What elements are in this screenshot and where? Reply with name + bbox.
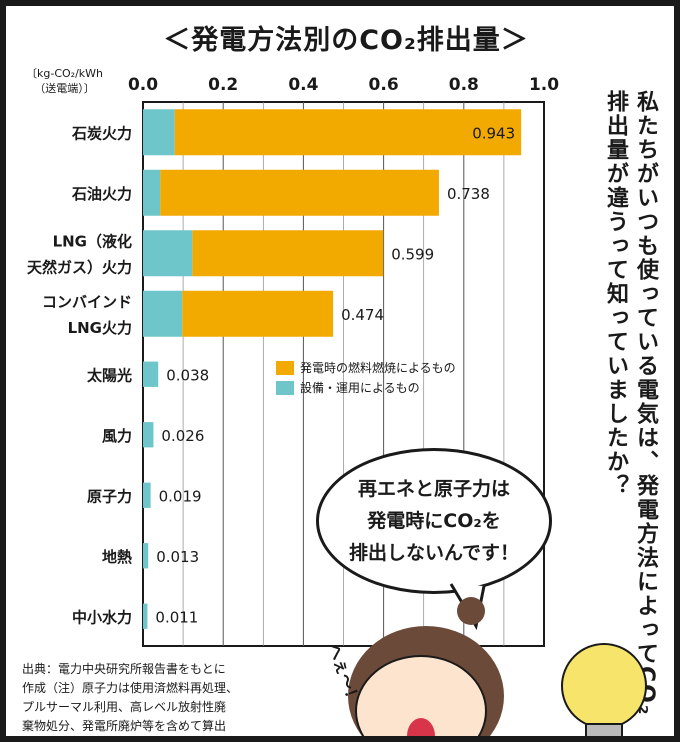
category-label: コンバインド (42, 293, 132, 311)
unit-line-1: 〔kg-CO₂/kWh (26, 67, 103, 80)
x-tick-label: 0.2 (208, 75, 238, 95)
data-label: 0.019 (159, 487, 202, 505)
speech-bubble: 再エネと原子力は 発電時にCO₂を 排出しないんです！ (316, 448, 552, 594)
unit-line-2: （送電端）〕 (34, 82, 95, 95)
bar-segment (192, 230, 384, 277)
data-label: 0.599 (391, 245, 434, 263)
unit-label: 〔kg-CO₂/kWh （送電端）〕 (26, 66, 103, 96)
category-label: LNG火力 (68, 319, 132, 337)
bar-segment (143, 290, 183, 337)
x-tick-label: 0.8 (449, 75, 479, 95)
bar-segment (143, 543, 149, 569)
legend-swatch (276, 381, 294, 395)
bar-segment (143, 603, 148, 629)
data-label: 0.011 (155, 608, 198, 626)
source-line: 棄物処分、発電所廃炉等を含めて算出 (22, 719, 227, 733)
bar-segment (143, 422, 154, 448)
x-tick-label: 0.4 (288, 75, 318, 95)
category-label: 石油火力 (71, 185, 132, 203)
data-label: 0.738 (447, 185, 490, 203)
data-label: 0.038 (166, 366, 209, 384)
x-tick-label: 1.0 (529, 75, 559, 95)
chart-title: ＜発電方法別のCO₂排出量＞ (163, 25, 529, 56)
x-tick-label: 0.6 (369, 75, 399, 95)
x-tick-label: 0.0 (128, 75, 158, 95)
source-line: 作成（注）原子力は使用済燃料再処理、 (22, 681, 239, 695)
data-label: 0.474 (341, 306, 384, 324)
category-label: 太陽光 (87, 366, 132, 384)
category-label: LNG（液化 (53, 232, 132, 250)
legend-item-equipment: 設備・運用によるもの (276, 378, 456, 398)
legend-item-fuel: 発電時の燃料燃焼によるもの (276, 358, 456, 378)
legend-label: 発電時の燃料燃焼によるもの (300, 361, 456, 375)
data-label: 0.943 (472, 124, 515, 142)
category-label: 地熱 (102, 548, 132, 566)
category-label: 中小水力 (72, 608, 132, 626)
category-label: 天然ガス）火力 (27, 258, 132, 276)
bar-segment (182, 290, 334, 337)
bar-segment (143, 169, 161, 216)
bar-segment (143, 482, 151, 508)
legend-swatch (276, 361, 294, 375)
bar-segment (143, 109, 175, 156)
source-line: 出典：電力中央研究所報告書をもとに (22, 662, 226, 676)
source-note: 出典：電力中央研究所報告書をもとに 作成（注）原子力は使用済燃料再処理、 プルサ… (22, 660, 238, 736)
data-label: 0.026 (161, 427, 204, 445)
source-line: プルサーマル利用、高レベル放射性廃 (22, 700, 227, 714)
bar-segment (174, 109, 522, 156)
legend: 発電時の燃料燃焼によるもの 設備・運用によるもの (276, 358, 456, 398)
category-label: 風力 (102, 427, 132, 445)
bar-segment (143, 230, 193, 277)
legend-label: 設備・運用によるもの (300, 381, 420, 395)
bar-segment (160, 169, 439, 216)
vertical-caption: 私たちがいつも使っている電気は、発電方法によってCO₂排出量が違うって知っていま… (603, 90, 658, 717)
data-label: 0.013 (156, 548, 199, 566)
category-label: 石炭火力 (71, 124, 132, 142)
bar-segment (143, 361, 159, 387)
category-label: 原子力 (87, 487, 132, 505)
